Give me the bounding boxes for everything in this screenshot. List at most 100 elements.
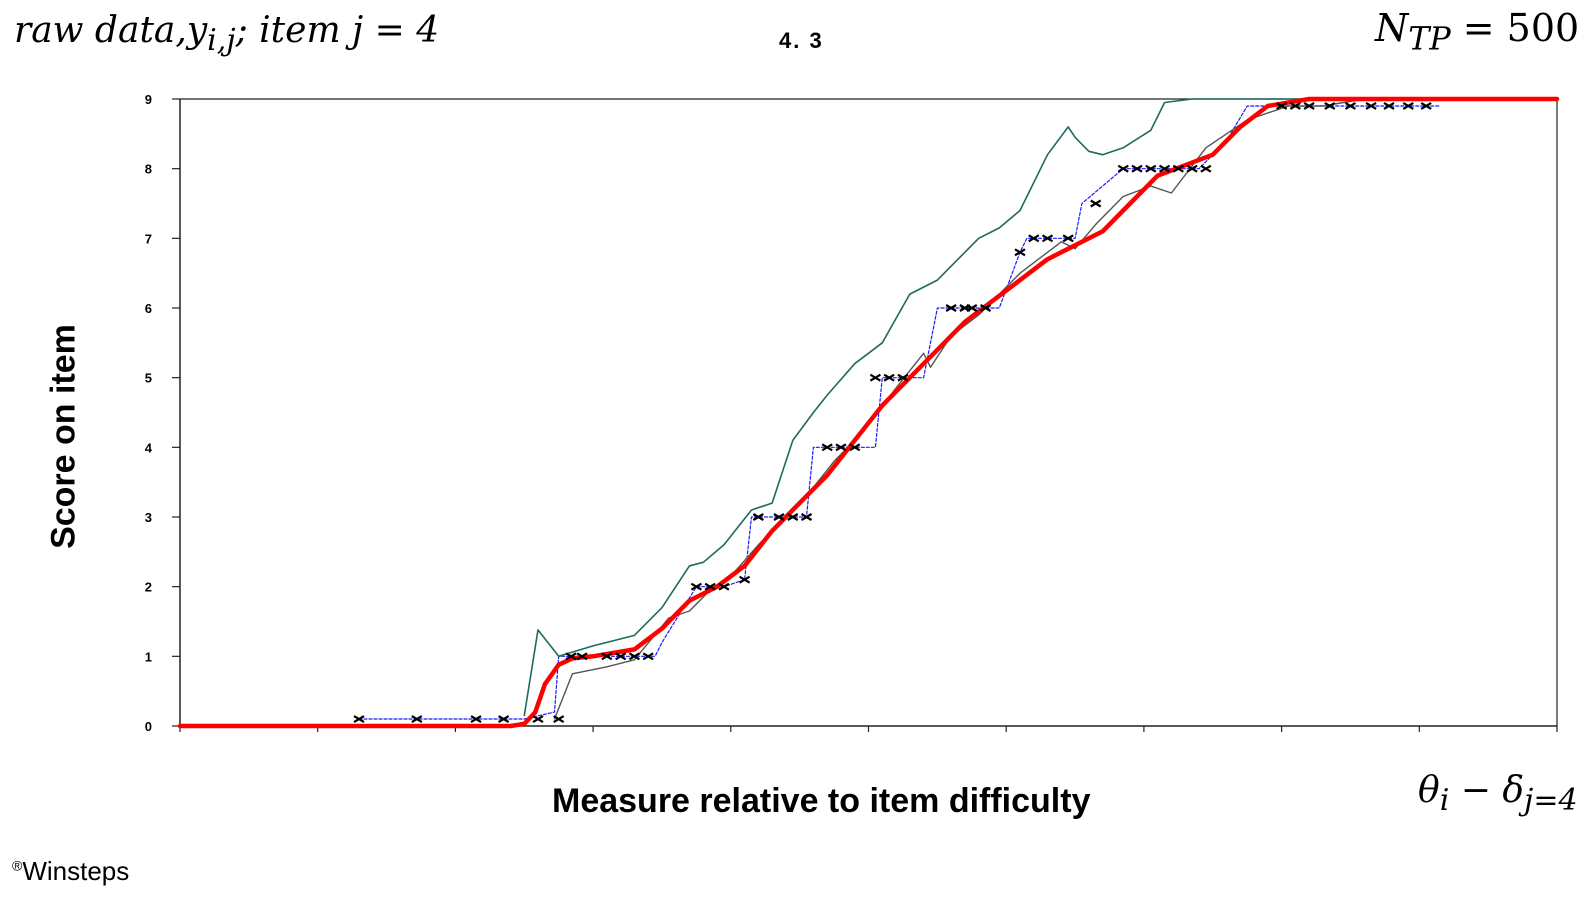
marker-stroke bbox=[800, 513, 813, 521]
marker-stroke bbox=[1090, 199, 1102, 208]
data-point-marker bbox=[945, 304, 957, 312]
marker-stroke bbox=[411, 715, 423, 723]
marker-stroke bbox=[532, 715, 544, 723]
marker-stroke bbox=[1276, 102, 1288, 110]
y-tick-label: 8 bbox=[145, 162, 152, 177]
data-point-marker bbox=[883, 373, 895, 382]
data-point-marker bbox=[411, 715, 423, 723]
x-math-delta: δ bbox=[1502, 770, 1525, 811]
data-point-marker bbox=[1041, 234, 1054, 243]
marker-stroke bbox=[752, 513, 764, 521]
header-left-tail: ; item j = 4 bbox=[235, 10, 440, 51]
axes-layer: 0 1 2 3 4 5 6 7 8 9 bbox=[145, 92, 1558, 734]
data-point-marker bbox=[718, 582, 730, 591]
x-math-minus: − bbox=[1449, 770, 1503, 811]
y-tick-label: 3 bbox=[145, 510, 152, 525]
marker-stroke bbox=[883, 373, 895, 382]
marker-stroke bbox=[835, 443, 847, 452]
data-point-marker bbox=[470, 715, 482, 723]
data-point-marker bbox=[800, 513, 813, 521]
data-point-marker bbox=[1014, 248, 1026, 257]
marker-stroke bbox=[642, 652, 654, 661]
data-point-marker bbox=[897, 373, 909, 382]
marker-stroke bbox=[1014, 248, 1026, 257]
data-point-marker bbox=[1145, 164, 1157, 173]
x-math-sub-j: j=4 bbox=[1524, 783, 1578, 819]
data-point-marker bbox=[565, 652, 577, 661]
sample-size-label: NTP = 500 bbox=[1375, 6, 1579, 58]
data-point-marker bbox=[601, 652, 613, 661]
y-tick-label: 2 bbox=[145, 580, 152, 595]
software-credit: ®Winsteps bbox=[12, 856, 129, 887]
data-point-marker bbox=[1324, 102, 1336, 110]
data-point-marker bbox=[869, 373, 881, 382]
series-empirical-line bbox=[358, 105, 1441, 720]
y-tick-label: 0 bbox=[145, 719, 152, 734]
marker-stroke bbox=[979, 304, 992, 312]
marker-stroke bbox=[498, 715, 510, 723]
marker-stroke bbox=[565, 652, 577, 661]
data-point-marker bbox=[1420, 102, 1432, 110]
data-point-marker bbox=[1344, 102, 1357, 110]
data-point-marker bbox=[1402, 102, 1414, 110]
marker-stroke bbox=[1028, 234, 1040, 243]
data-point-marker bbox=[498, 715, 510, 723]
data-point-marker bbox=[849, 443, 861, 452]
data-point-marker bbox=[615, 652, 627, 661]
marker-stroke bbox=[821, 443, 833, 452]
header-left-sub: i,j bbox=[207, 23, 236, 59]
data-point-marker bbox=[1158, 164, 1171, 173]
series-expected-line bbox=[177, 96, 1560, 729]
marker-stroke bbox=[1117, 164, 1129, 173]
marker-stroke bbox=[470, 715, 482, 723]
points-layer bbox=[353, 102, 1432, 723]
marker-stroke bbox=[1402, 102, 1414, 110]
marker-stroke bbox=[718, 582, 730, 591]
marker-stroke bbox=[1324, 102, 1336, 110]
marker-stroke bbox=[1289, 102, 1301, 110]
chart-header-left: raw data,yi,j; item j = 4 bbox=[14, 10, 439, 58]
marker-stroke bbox=[1062, 234, 1074, 243]
y-tick-label: 7 bbox=[145, 231, 152, 246]
data-point-marker bbox=[979, 304, 992, 312]
marker-stroke bbox=[773, 513, 785, 521]
data-point-marker bbox=[1200, 164, 1212, 173]
marker-stroke bbox=[869, 373, 881, 382]
sample-size-value: = 500 bbox=[1450, 6, 1580, 50]
data-point-marker bbox=[821, 443, 833, 452]
marker-stroke bbox=[739, 575, 751, 584]
data-point-marker bbox=[532, 715, 544, 723]
x-math-sub-i: i bbox=[1439, 783, 1450, 819]
y-tick-label: 1 bbox=[145, 649, 152, 664]
x-math-theta: θ bbox=[1418, 770, 1440, 811]
data-point-marker bbox=[1117, 164, 1129, 173]
sample-size-var: N bbox=[1375, 6, 1409, 50]
data-point-marker bbox=[553, 715, 565, 723]
data-point-marker bbox=[1090, 199, 1102, 208]
marker-stroke bbox=[1420, 102, 1432, 110]
data-point-marker bbox=[1276, 102, 1288, 110]
y-tick-label: 4 bbox=[145, 440, 153, 455]
marker-stroke bbox=[1383, 102, 1395, 110]
data-point-marker bbox=[752, 513, 764, 521]
data-point-marker bbox=[966, 304, 978, 312]
y-tick-label: 6 bbox=[145, 301, 152, 316]
data-point-marker bbox=[1289, 102, 1301, 110]
data-point-marker bbox=[704, 582, 716, 591]
marker-stroke bbox=[628, 652, 640, 661]
marker-stroke bbox=[690, 582, 702, 591]
credit-text: Winsteps bbox=[22, 856, 130, 886]
marker-stroke bbox=[1303, 102, 1315, 110]
data-point-marker bbox=[1365, 102, 1377, 110]
marker-stroke bbox=[897, 373, 909, 382]
data-point-marker bbox=[1383, 102, 1395, 110]
data-point-marker bbox=[1028, 234, 1040, 243]
marker-stroke bbox=[1131, 164, 1143, 173]
data-point-marker bbox=[1062, 234, 1074, 243]
marker-stroke bbox=[1172, 164, 1184, 173]
marker-stroke bbox=[1344, 102, 1357, 110]
registered-mark: ® bbox=[12, 857, 23, 874]
marker-stroke bbox=[553, 715, 565, 723]
marker-stroke bbox=[1186, 164, 1198, 173]
